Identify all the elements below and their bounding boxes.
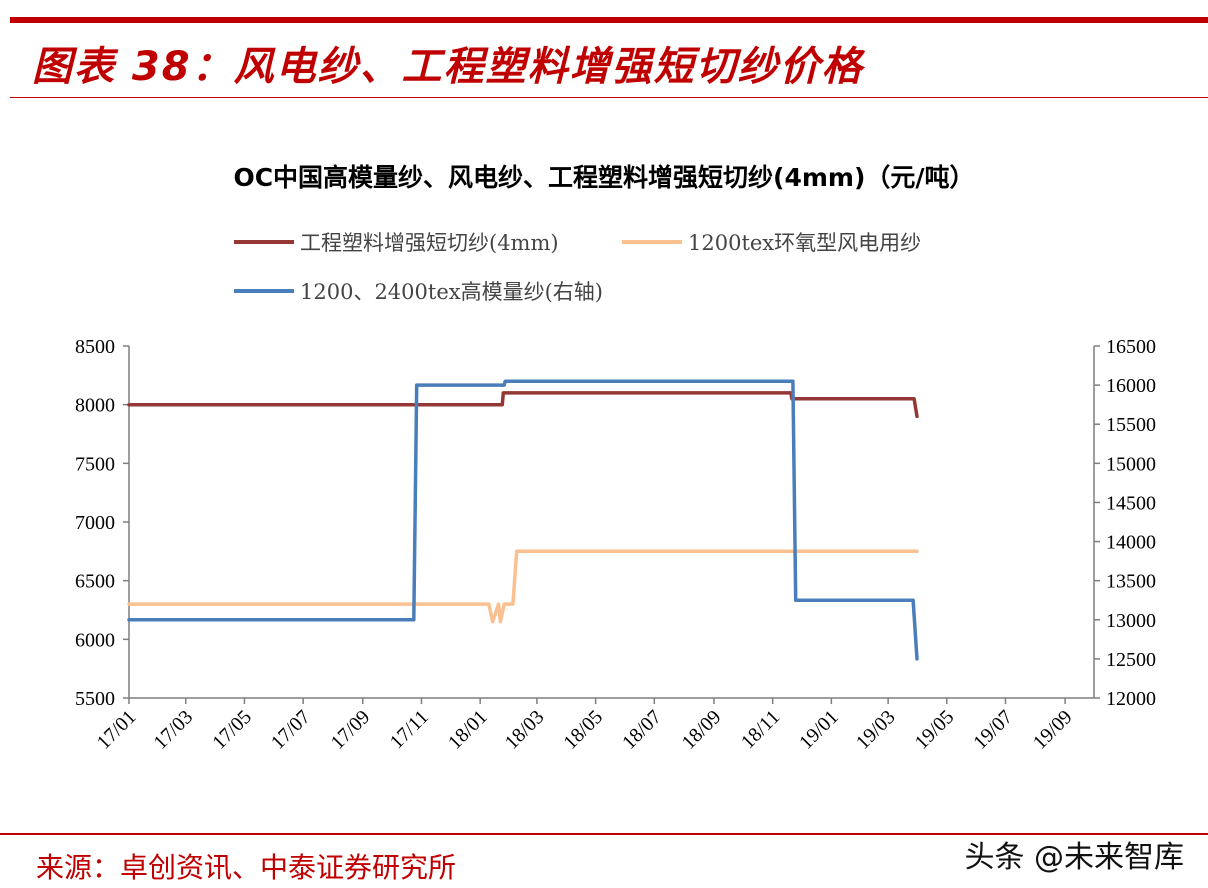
y-tick-label: 8500 bbox=[75, 336, 115, 358]
y-tick-label: 7500 bbox=[75, 453, 115, 475]
y-tick-label: 6500 bbox=[75, 571, 115, 593]
x-tick-label: 17/07 bbox=[267, 706, 315, 754]
y2-tick-label: 13500 bbox=[1106, 571, 1156, 593]
x-tick-label: 17/01 bbox=[93, 706, 141, 754]
watermark: 头条 @未来智库 bbox=[964, 840, 1184, 875]
legend-item-engineering: 工程塑料增强短切纱(4mm) bbox=[234, 227, 559, 257]
x-tick-label: 19/03 bbox=[852, 706, 900, 754]
y2-tick-label: 16000 bbox=[1106, 375, 1156, 397]
x-tick-label: 18/07 bbox=[618, 706, 666, 754]
bottom-red-rule bbox=[0, 833, 1208, 835]
legend-swatch-engineering bbox=[234, 240, 294, 244]
y2-tick-label: 12500 bbox=[1106, 649, 1156, 671]
legend-label-engineering: 工程塑料增强短切纱(4mm) bbox=[300, 231, 559, 255]
legend-item-wind: 1200tex环氧型风电用纱 bbox=[622, 227, 921, 257]
y-tick-label: 7000 bbox=[75, 512, 115, 534]
top-red-rule bbox=[10, 17, 1208, 23]
x-tick-label: 17/05 bbox=[208, 706, 256, 754]
y2-tick-label: 15000 bbox=[1106, 453, 1156, 475]
x-tick-label: 18/09 bbox=[678, 706, 726, 754]
y-tick-label: 8000 bbox=[75, 395, 115, 417]
y-tick-label: 6000 bbox=[75, 629, 115, 651]
legend-label-wind: 1200tex环氧型风电用纱 bbox=[688, 231, 922, 255]
price-chart: 5500 6000 6500 7000 7500 8000 8500 12000 12500 13… bbox=[75, 336, 1156, 754]
series-line-wind bbox=[127, 549, 919, 624]
x-tick-label: 19/09 bbox=[1029, 706, 1077, 754]
x-tick-label: 19/07 bbox=[969, 706, 1017, 754]
x-tick-label: 19/01 bbox=[795, 706, 843, 754]
legend-item-highmod: 1200、2400tex高模量纱(右轴) bbox=[234, 276, 603, 306]
title-underline bbox=[10, 97, 1208, 98]
x-tick-label: 17/09 bbox=[327, 706, 375, 754]
x-tick-label: 18/05 bbox=[559, 706, 607, 754]
y2-tick-label: 13000 bbox=[1106, 610, 1156, 632]
x-tick-label: 18/01 bbox=[444, 706, 492, 754]
legend-swatch-wind bbox=[622, 240, 682, 244]
chart-title: OC中国高模量纱、风电纱、工程塑料增强短切纱(4mm)（元/吨） bbox=[233, 163, 975, 192]
x-tick-label: 17/03 bbox=[150, 706, 198, 754]
x-tick-label: 19/05 bbox=[911, 706, 959, 754]
y2-tick-label: 15500 bbox=[1106, 414, 1156, 436]
x-tick-label: 18/03 bbox=[501, 706, 549, 754]
source-note: 来源：卓创资讯、中泰证券研究所 bbox=[36, 851, 457, 884]
legend-swatch-highmod bbox=[234, 289, 294, 293]
y2-tick-label: 12000 bbox=[1106, 688, 1156, 710]
legend-label-highmod: 1200、2400tex高模量纱(右轴) bbox=[300, 280, 603, 304]
y2-tick-label: 16500 bbox=[1106, 336, 1156, 358]
series-line-highmod bbox=[127, 379, 919, 661]
figure-title: 图表 38：风电纱、工程塑料增强短切纱价格 bbox=[32, 44, 864, 90]
x-tick-label: 18/11 bbox=[737, 706, 784, 753]
y2-tick-label: 14000 bbox=[1106, 532, 1156, 554]
x-tick-label: 17/11 bbox=[386, 706, 433, 753]
series-line-engineering bbox=[127, 391, 919, 419]
y-tick-label: 5500 bbox=[75, 688, 115, 710]
y2-tick-label: 14500 bbox=[1106, 492, 1156, 514]
